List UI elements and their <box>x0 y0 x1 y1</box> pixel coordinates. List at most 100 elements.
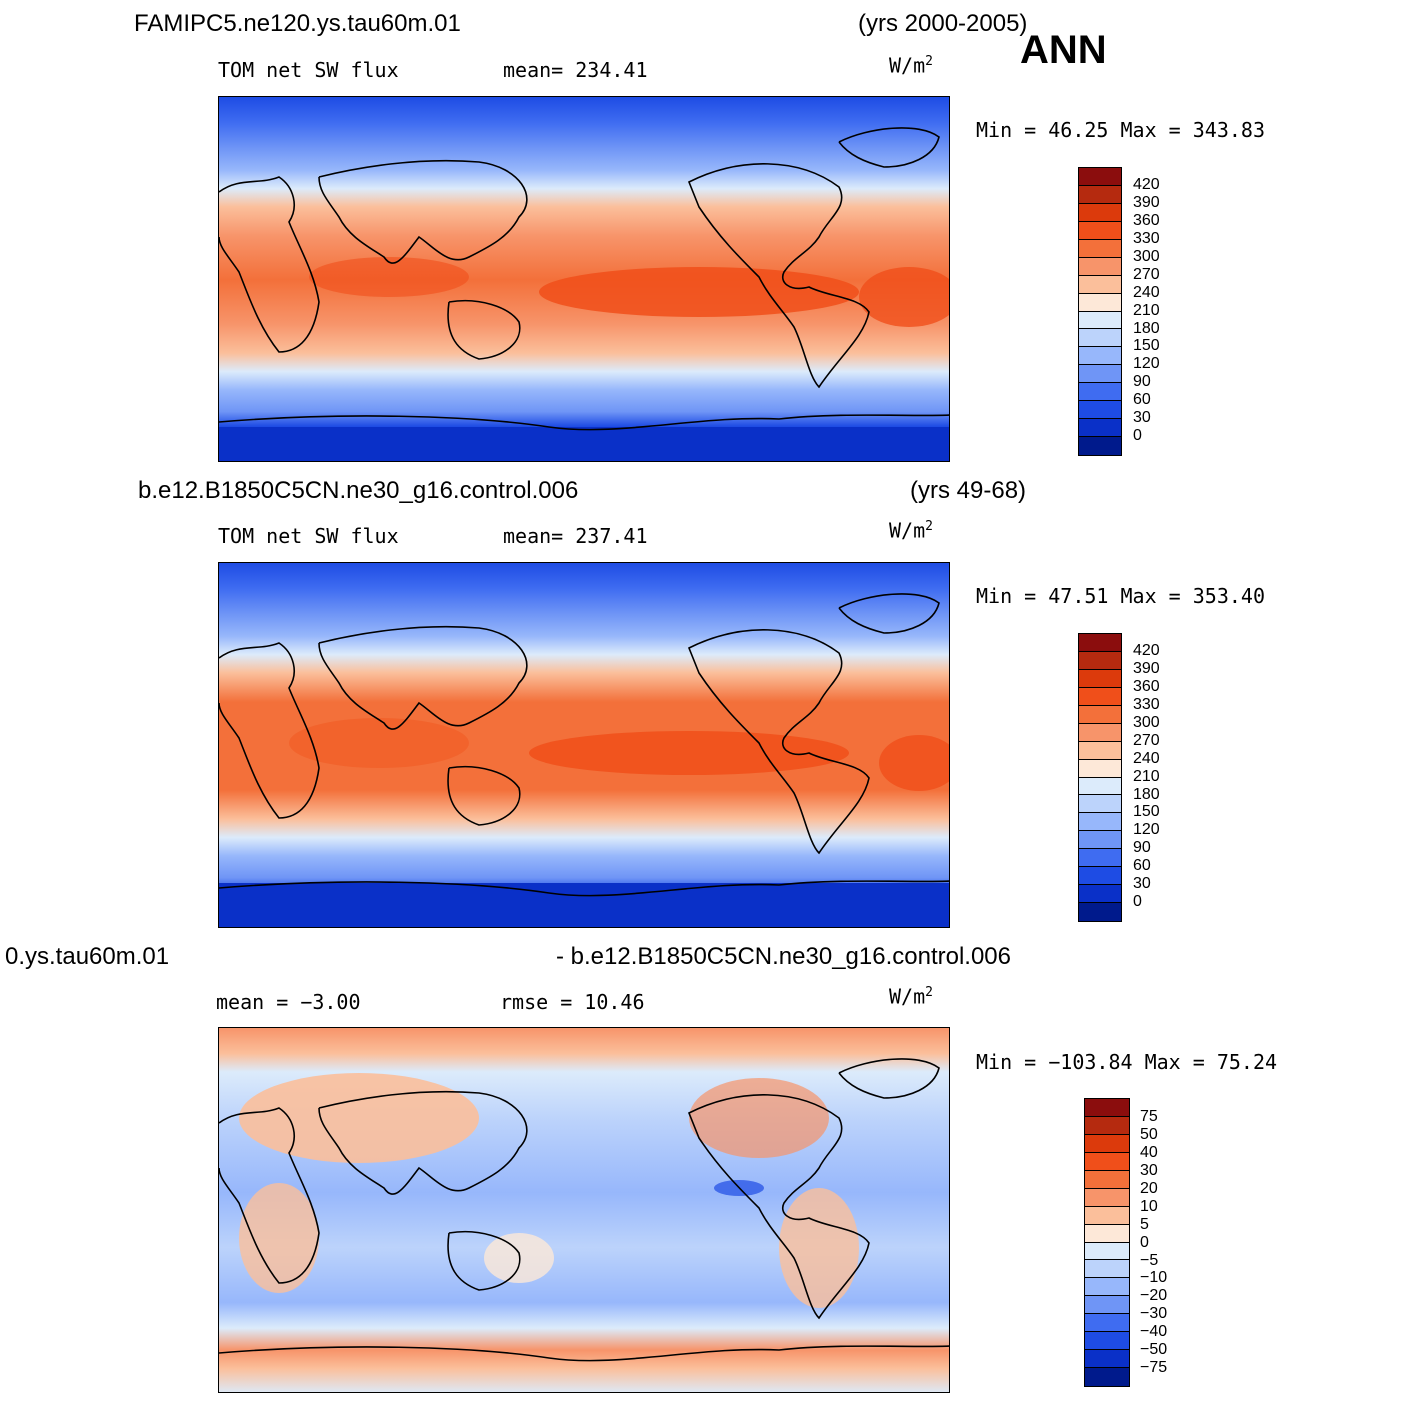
colorbar-tick-label: 330 <box>1133 229 1160 247</box>
colorbar-swatch <box>1079 849 1121 868</box>
colorbar-tick-label: −20 <box>1140 1287 1168 1305</box>
colorbar-2 <box>1078 633 1122 922</box>
diff-title-right: - b.e12.B1850C5CN.ne30_g16.control.006 <box>556 943 1011 970</box>
colorbar-swatch <box>1079 311 1121 330</box>
coastline <box>838 1058 940 1099</box>
colorbar-tick-label: 0 <box>1140 1233 1149 1251</box>
colorbar-tick-label: 300 <box>1133 247 1160 265</box>
colorbar-tick-label: 150 <box>1133 337 1160 355</box>
colorbar-tick-label: 90 <box>1133 373 1151 391</box>
map-panel-3 <box>218 1027 950 1393</box>
colorbar-swatch <box>1085 1116 1129 1135</box>
coastline <box>447 299 521 360</box>
coastline <box>687 163 870 389</box>
colorbar-swatch <box>1085 1134 1129 1153</box>
colorbar-swatch <box>1079 759 1121 778</box>
colorbar-tick-label: 390 <box>1133 193 1160 211</box>
colorbar-swatch <box>1079 903 1121 921</box>
coastline <box>318 1090 528 1195</box>
colorbar-swatch <box>1079 687 1121 706</box>
colorbar-tick-label: 120 <box>1133 355 1160 373</box>
colorbar-tick-label: 390 <box>1133 659 1160 677</box>
coastline <box>219 176 320 353</box>
colorbar-swatch <box>1079 293 1121 312</box>
colorbar-swatch <box>1079 669 1121 688</box>
colorbar-tick-label: 0 <box>1133 427 1142 445</box>
colorbar-swatch <box>1085 1296 1129 1315</box>
colorbar-tick-label: 360 <box>1133 677 1160 695</box>
map-panel-1 <box>218 96 950 462</box>
colorbar-tick-label: 300 <box>1133 713 1160 731</box>
colorbar-tick-label: 330 <box>1133 695 1160 713</box>
colorbar-swatch <box>1079 795 1121 814</box>
colorbar-swatch <box>1079 168 1121 186</box>
colorbar-tick-label: −50 <box>1140 1341 1168 1359</box>
diff-title-left: 0.ys.tau60m.01 <box>5 943 170 970</box>
colorbar-tick-label: −10 <box>1140 1269 1168 1287</box>
colorbar-swatch <box>1079 257 1121 276</box>
coastline <box>318 159 528 264</box>
colorbar-swatch <box>1085 1368 1129 1386</box>
colorbar-tick-label: 20 <box>1140 1179 1158 1197</box>
colorbar-swatch <box>1085 1170 1129 1189</box>
colorbar-swatch <box>1079 401 1121 420</box>
coastline <box>687 629 870 855</box>
colorbar-tick-label: 5 <box>1140 1215 1149 1233</box>
colorbar-swatch <box>1079 329 1121 348</box>
colorbar-tick-label: 210 <box>1133 767 1160 785</box>
colorbar-tick-label: 150 <box>1133 803 1160 821</box>
colorbar-tick-label: 30 <box>1133 409 1151 427</box>
panel1-minmax: Min = 46.25 Max = 343.83 <box>976 118 1265 142</box>
colorbar-swatch <box>1079 383 1121 402</box>
colorbar-swatch <box>1079 203 1121 222</box>
coastline <box>219 880 949 897</box>
colorbar-tick-label: 75 <box>1140 1108 1158 1125</box>
panel2-minmax: Min = 47.51 Max = 353.40 <box>976 584 1265 608</box>
panel2-units: W/m2 <box>889 518 933 543</box>
map-field-2 <box>219 563 949 927</box>
panel3-rmse: rmse = 10.46 <box>500 990 645 1014</box>
colorbar-tick-label: 420 <box>1133 176 1160 193</box>
panel3-minmax: Min = −103.84 Max = 75.24 <box>976 1050 1278 1074</box>
coastline <box>447 765 521 826</box>
colorbar-tick-label: −30 <box>1140 1305 1168 1323</box>
colorbar-swatch <box>1085 1206 1129 1225</box>
colorbar-1 <box>1078 167 1122 456</box>
coastline <box>318 625 528 730</box>
coastline <box>219 1345 949 1362</box>
colorbar-tick-label: 270 <box>1133 265 1160 283</box>
colorbar-swatch <box>1085 1332 1129 1351</box>
colorbar-tick-label: 10 <box>1140 1197 1158 1215</box>
colorbar-tick-label: 360 <box>1133 211 1160 229</box>
panel1-variable: TOM net SW flux <box>218 58 399 82</box>
colorbar-swatch <box>1085 1278 1129 1297</box>
map-field-3 <box>219 1028 949 1392</box>
panel2-variable: TOM net SW flux <box>218 524 399 548</box>
colorbar-tick-label: −5 <box>1140 1251 1159 1269</box>
case1-title: FAMIPC5.ne120.ys.tau60m.01 <box>134 10 461 37</box>
coastline <box>447 1230 521 1291</box>
colorbar-3 <box>1084 1098 1130 1387</box>
coastline <box>219 642 320 819</box>
colorbar-tick-label: 120 <box>1133 821 1160 839</box>
map-panel-2 <box>218 562 950 928</box>
coastline <box>219 414 949 431</box>
colorbar-tick-label: 50 <box>1140 1125 1158 1143</box>
colorbar-swatch <box>1079 437 1121 455</box>
colorbar-swatch <box>1079 885 1121 904</box>
colorbar-tick-label: 210 <box>1133 301 1160 319</box>
colorbar-tick-label: 40 <box>1140 1143 1158 1161</box>
colorbar-tick-label: −75 <box>1140 1359 1168 1377</box>
colorbar-swatch <box>1079 365 1121 384</box>
colorbar-swatch <box>1079 221 1121 240</box>
colorbar-swatch <box>1079 777 1121 796</box>
colorbar-swatch <box>1079 347 1121 366</box>
colorbar-tick-label: 240 <box>1133 283 1160 301</box>
colorbar-swatch <box>1079 705 1121 724</box>
coastline <box>838 593 940 634</box>
years2-label: (yrs 49-68) <box>910 477 1027 504</box>
colorbar-swatch <box>1079 419 1121 438</box>
panel2-mean: mean= 237.41 <box>503 524 648 548</box>
colorbar-tick-label: 0 <box>1133 893 1142 911</box>
colorbar-swatch <box>1085 1314 1129 1333</box>
